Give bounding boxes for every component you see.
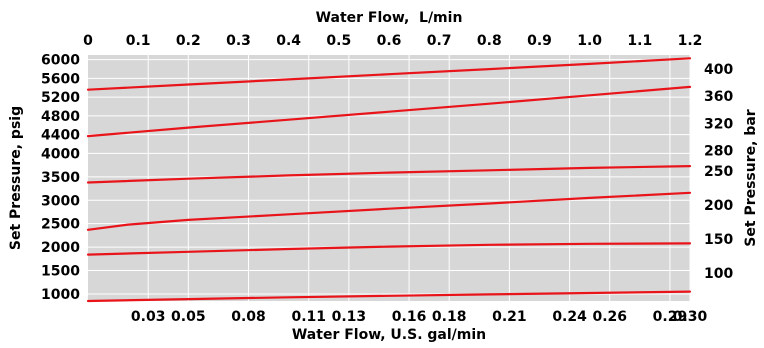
series-line-2 [86, 85, 692, 138]
left-tick-1: 5600 [41, 71, 80, 87]
top-tick-5: 0.5 [326, 33, 351, 49]
left-tick-3: 4800 [41, 109, 80, 125]
top-tick-2: 0.2 [176, 33, 201, 49]
top-tick-8: 0.8 [477, 33, 502, 49]
right-tick-2: 320 [704, 116, 733, 132]
left-tick-labels: 6000 5600 5200 4800 4400 4000 3500 3000 2500 2000… [41, 53, 80, 303]
bottom-tick-9: 0.26 [592, 309, 627, 325]
left-tick-4: 4400 [41, 128, 80, 144]
top-tick-12: 1.2 [678, 33, 703, 49]
top-tick-labels: 0 0.1 0.2 0.3 0.4 0.5 0.6 0.7 0.8 0.9 1.0 1.1 1.2 [83, 33, 702, 49]
right-tick-7: 100 [704, 266, 733, 282]
left-tick-8: 2500 [41, 217, 80, 233]
bottom-tick-1: 0.05 [171, 309, 206, 325]
bottom-tick-6: 0.18 [432, 309, 467, 325]
left-tick-9: 2000 [41, 240, 80, 256]
bottom-tick-8: 0.24 [552, 309, 587, 325]
bottom-tick-0: 0.03 [131, 309, 166, 325]
top-tick-3: 0.3 [226, 33, 251, 49]
top-tick-4: 0.4 [276, 33, 301, 49]
top-tick-7: 0.7 [427, 33, 452, 49]
bottom-tick-10: 0.29 [653, 309, 688, 325]
top-tick-10: 1.0 [577, 33, 602, 49]
top-tick-6: 0.6 [377, 33, 402, 49]
series-line-1 [86, 57, 692, 91]
bottom-tick-5: 0.16 [392, 309, 427, 325]
bottom-tick-3: 0.11 [291, 309, 326, 325]
left-tick-7: 3000 [41, 193, 80, 209]
right-tick-4: 250 [704, 164, 733, 180]
top-axis-title: Water Flow, L/min [316, 10, 463, 26]
series-line-6 [86, 290, 692, 303]
bottom-tick-labels: 0.03 0.05 0.08 0.11 0.13 0.16 0.18 0.21 0.24 0.26… [131, 309, 708, 325]
left-tick-10: 1500 [41, 264, 80, 280]
bottom-axis-title: Water Flow, U.S. gal/min [292, 327, 486, 343]
left-tick-5: 4000 [41, 146, 80, 162]
right-tick-3: 280 [704, 144, 733, 160]
right-tick-6: 150 [704, 232, 733, 248]
left-tick-0: 6000 [41, 53, 80, 69]
left-tick-11: 1000 [41, 287, 80, 303]
series-layer [86, 57, 692, 303]
right-tick-1: 360 [704, 89, 733, 105]
top-tick-9: 0.9 [527, 33, 552, 49]
left-tick-2: 5200 [41, 90, 80, 106]
top-tick-0: 0 [83, 33, 93, 49]
bottom-tick-11: 0.30 [673, 309, 708, 325]
right-tick-0: 400 [704, 62, 733, 78]
bottom-tick-4: 0.13 [332, 309, 367, 325]
bottom-tick-2: 0.08 [231, 309, 266, 325]
top-tick-11: 1.1 [627, 33, 652, 49]
series-line-5 [86, 242, 692, 256]
right-axis-title: Set Pressure, bar [743, 109, 759, 246]
right-tick-5: 200 [704, 198, 733, 214]
left-axis-title: Set Pressure, psig [8, 106, 24, 250]
bottom-tick-7: 0.21 [492, 309, 527, 325]
top-tick-1: 0.1 [126, 33, 151, 49]
left-tick-6: 3500 [41, 170, 80, 186]
series-line-4 [86, 191, 692, 231]
series-line-3 [86, 165, 692, 184]
right-tick-labels: 400 360 320 280 250 200 150 100 [704, 62, 733, 282]
